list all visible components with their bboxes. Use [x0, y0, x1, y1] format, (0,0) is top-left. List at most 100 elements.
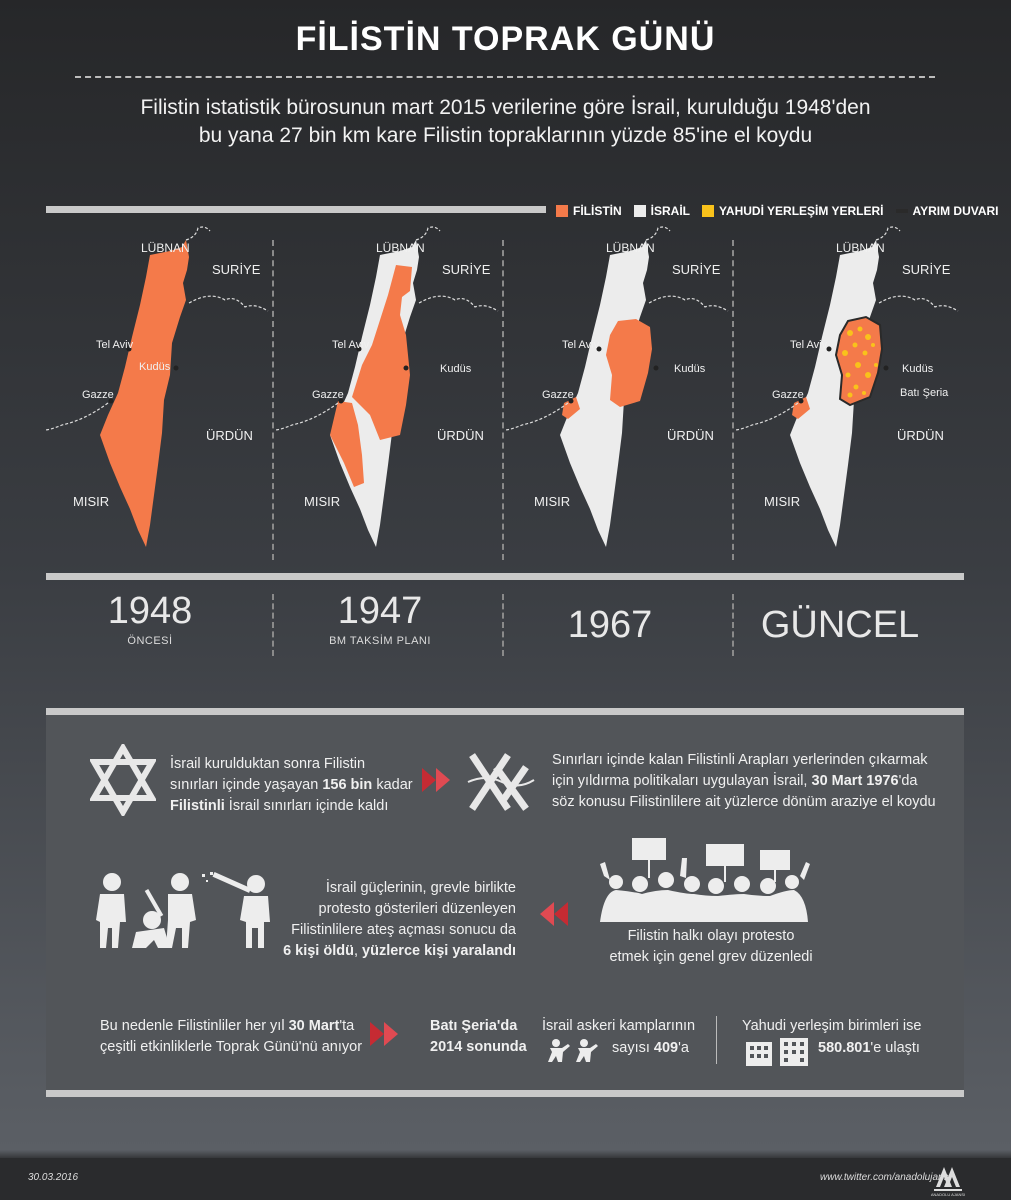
settlements-swatch: [702, 205, 715, 217]
title-divider: [75, 76, 935, 78]
fact-5-line-2: çeşitli etkinliklerle Toprak Günü'nü anı…: [100, 1039, 363, 1055]
fact-7-line-1: İsrail askeri kamplarının: [542, 1018, 696, 1034]
fact-bold: 409: [653, 1040, 679, 1056]
subtitle-line-2: bu yana 27 bin km kare Filistin toprakla…: [198, 124, 813, 147]
period-year: 1967: [567, 604, 653, 646]
protest-crowd-icon: [600, 838, 810, 922]
year-separator: [732, 594, 734, 656]
fact-2-line-3: söz konusu Filistinlilere ait yüzlerce d…: [552, 794, 936, 810]
footer-date: 30.03.2016: [28, 1172, 79, 1183]
map-separator: [732, 240, 734, 560]
map-1947: [274, 226, 499, 547]
barbed-wire-icon: [467, 753, 535, 811]
fact-text: sınırları içinde yaşayan: [170, 777, 323, 793]
years-bar: [46, 573, 964, 580]
fact-4-line-4: 6 kişi öldü, yüzlerce kişi yaralandı: [270, 941, 516, 962]
fact-4: İsrail güçlerinin, grevle birlikte prote…: [270, 878, 516, 962]
buildings-icon: [746, 1038, 808, 1066]
fact-1: İsrail kurulduktan sonra Filistin sınırl…: [170, 754, 413, 817]
fact-text: kadar: [372, 777, 413, 793]
panel-bottom-bar: [46, 1090, 964, 1097]
fact-7-line-2: sayısı 409'a: [612, 1038, 689, 1059]
legend-label-palestine: FİLİSTİN: [573, 204, 622, 218]
legend-item-wall: AYRIM DUVARI: [895, 204, 999, 218]
fact-1-line-3: Filistinli İsrail sınırları içinde kaldı: [170, 796, 413, 817]
legend-item-palestine: FİLİSTİN: [556, 204, 622, 218]
fact-bold: 30 Mart: [288, 1018, 340, 1034]
legend-label-israel: İSRAİL: [650, 204, 691, 218]
fact-1-line-2: sınırları içinde yaşayan 156 bin kadar: [170, 775, 413, 796]
period-1948: 1948 ÖNCESİ: [36, 590, 264, 647]
subtitle: Filistin istatistik bürosunun mart 2015 …: [60, 94, 951, 150]
fact-2-line-2: için yıldırma politikaları uygulayan İsr…: [552, 771, 936, 792]
page-title: FİLİSTİN TOPRAK GÜNÜ: [295, 20, 716, 58]
fact-bold: 30 Mart 1976: [811, 773, 899, 789]
arrow-right-icon: [422, 768, 450, 792]
fact-text: ,: [353, 943, 363, 959]
fact-5-line-1: Bu nedenle Filistinliler her yıl 30 Mart…: [100, 1016, 362, 1037]
fact-bold: 6 kişi öldü: [283, 943, 354, 959]
legend-bar: [46, 206, 546, 213]
fact-text: 'ta: [339, 1018, 355, 1034]
fact-divider: [716, 1016, 717, 1064]
fact-2-line-1: Sınırları içinde kalan Filistinli Arapla…: [552, 752, 928, 768]
map-separator: [272, 240, 274, 560]
year-separator: [272, 594, 274, 656]
fact-text: için yıldırma politikaları uygulayan İsr…: [552, 773, 812, 789]
period-year: 1948: [107, 590, 193, 632]
soldier-camp-icon: [548, 1039, 598, 1062]
legend-label-settlements: YAHUDİ YERLEŞİM YERLERİ: [719, 204, 884, 218]
arrow-right-icon: [370, 1022, 398, 1046]
fact-4-line-3: Filistinlilere ateş açması sonucu da: [291, 922, 516, 938]
svg-text:ANADOLU AJANSI: ANADOLU AJANSI: [931, 1192, 965, 1197]
legend: FİLİSTİN İSRAİL YAHUDİ YERLEŞİM YERLERİ …: [556, 202, 999, 220]
period-sub: ÖNCESİ: [127, 635, 173, 647]
map-current: [734, 226, 959, 547]
year-separator: [502, 594, 504, 656]
fact-3-line-2: etmek için genel grev düzenledi: [609, 949, 813, 965]
period-year: 1947: [337, 590, 423, 632]
period-sub: BM TAKSİM PLANI: [329, 635, 431, 647]
period-year: GÜNCEL: [760, 604, 920, 646]
fact-8-line-2: 580.801'e ulaştı: [818, 1038, 920, 1059]
period-current: GÜNCEL: [726, 604, 954, 647]
fact-text: İsrail sınırları içinde kaldı: [224, 798, 389, 814]
fact-text: sayısı: [612, 1040, 654, 1056]
fact-3-line-1: Filistin halkı olayı protesto: [627, 928, 795, 944]
fact-6: Batı Şeria'da 2014 sonunda: [430, 1016, 527, 1058]
fact-5: Bu nedenle Filistinliler her yıl 30 Mart…: [100, 1016, 362, 1058]
fact-4-line-1: İsrail güçlerinin, grevle birlikte: [325, 880, 516, 896]
footer: [0, 1158, 1011, 1200]
fact-2: Sınırları içinde kalan Filistinli Arapla…: [552, 750, 936, 813]
twitter-link[interactable]: www.twitter.com/anadolujansi: [820, 1172, 951, 1183]
fact-6-line-1: Batı Şeria'da: [430, 1018, 518, 1034]
fact-bold: Filistinli: [170, 798, 225, 814]
fact-text: 'a: [678, 1040, 689, 1056]
subtitle-line-1: Filistin istatistik bürosunun mart 2015 …: [140, 96, 871, 119]
fact-text: 'e ulaştı: [870, 1040, 920, 1056]
map-1948: [44, 226, 269, 547]
map-separator: [502, 240, 504, 560]
maps-figure: [44, 226, 959, 547]
period-1967: 1967: [496, 604, 724, 647]
star-of-david-icon: [90, 744, 156, 816]
palestine-swatch: [556, 205, 568, 217]
panel-top-bar: [46, 708, 964, 715]
soldiers-icon: [96, 872, 270, 948]
fact-text: 'da: [898, 773, 918, 789]
fact-4-line-2: protesto gösterileri düzenleyen: [318, 901, 516, 917]
arrow-left-icon: [540, 902, 568, 926]
legend-item-israel: İSRAİL: [633, 204, 691, 218]
anadolu-agency-logo: ANADOLU AJANSI: [931, 1167, 965, 1197]
fact-text: Bu nedenle Filistinliler her yıl: [100, 1018, 289, 1034]
legend-item-settlements: YAHUDİ YERLEŞİM YERLERİ: [702, 204, 884, 218]
fact-bold: 580.801: [818, 1040, 871, 1056]
fact-1-line-1: İsrail kurulduktan sonra Filistin: [170, 756, 366, 772]
fact-bold: yüzlerce kişi yaralandı: [362, 943, 516, 959]
fact-8-line-1: Yahudi yerleşim birimleri ise: [742, 1018, 922, 1034]
legend-label-wall: AYRIM DUVARI: [912, 204, 999, 218]
map-1967: [504, 226, 729, 547]
israel-swatch: [633, 205, 646, 217]
fact-3: Filistin halkı olayı protesto etmek için…: [600, 926, 822, 968]
period-1947: 1947 BM TAKSİM PLANI: [266, 590, 494, 647]
